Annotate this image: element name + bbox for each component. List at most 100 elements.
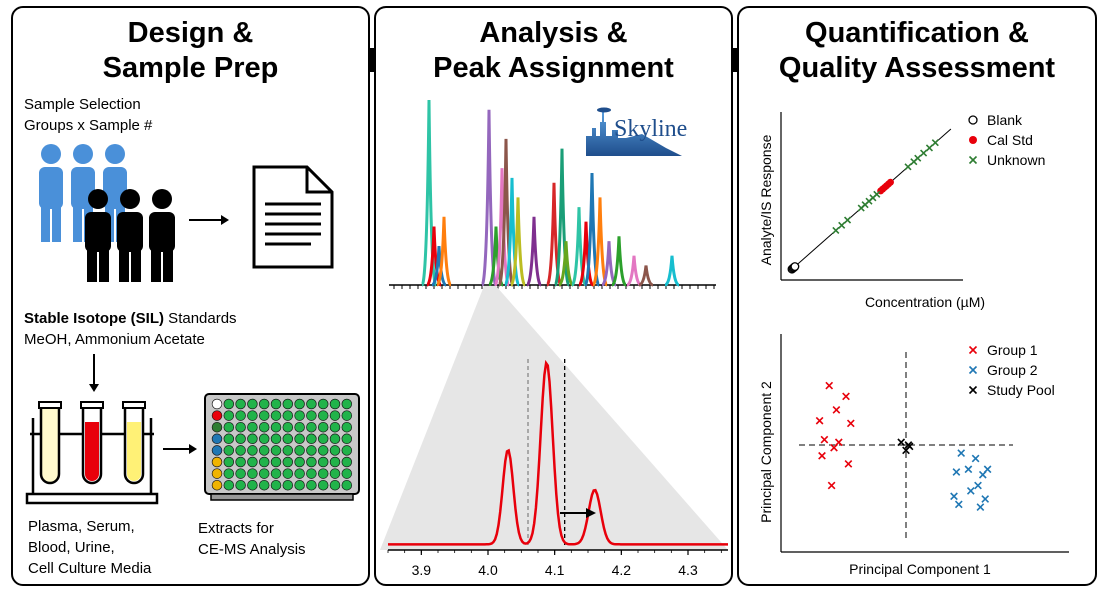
calibration-chart: Analyte/IS Response Concentration (µM) B… — [758, 112, 1045, 310]
extracts-text: Extracts for CE-MS Analysis — [198, 518, 306, 560]
plate-well — [306, 479, 317, 491]
analysis-title-line1: Analysis & — [479, 17, 628, 49]
pca-legend-label: Study Pool — [987, 382, 1055, 398]
electropherogram-peak — [578, 221, 594, 287]
plate-well — [270, 410, 282, 421]
zoom-x-tick-label: 4.0 — [478, 562, 498, 578]
group2-point — [978, 470, 987, 479]
plate-well — [306, 398, 317, 410]
design-title-line2: Sample Prep — [102, 52, 279, 84]
plate-well — [258, 445, 270, 456]
electropherogram-plot — [389, 99, 716, 289]
plate-well — [247, 421, 258, 433]
quant-panel: Quantification & Quality Assessment Anal… — [737, 6, 1097, 586]
plate-well — [341, 456, 353, 468]
plate-well — [282, 398, 294, 410]
plate-well — [247, 410, 258, 421]
plate-well — [341, 398, 353, 410]
plate-well — [247, 479, 258, 491]
group1-point — [827, 481, 836, 490]
group1-point — [844, 460, 853, 468]
plate-well — [329, 468, 341, 479]
plate-well — [211, 456, 223, 468]
electropherogram-peak — [420, 99, 438, 287]
cal-x-label: Concentration (µM) — [865, 294, 985, 310]
plate-well — [223, 421, 235, 433]
legend-unknown-marker — [968, 155, 978, 165]
pca-legend-marker — [968, 345, 978, 355]
unknown-point — [843, 216, 852, 224]
sil-bold-label: Stable Isotope (SIL) — [24, 310, 165, 327]
plate-well — [294, 479, 305, 491]
plate-well — [329, 456, 341, 468]
plate-well — [329, 421, 341, 433]
plate-well — [270, 456, 282, 468]
electropherogram-peak — [509, 197, 527, 287]
arrow-down-icon — [89, 354, 99, 392]
plate-well — [211, 421, 223, 433]
electropherogram-peak — [611, 236, 627, 287]
plate-well — [341, 410, 353, 421]
plate-well — [223, 445, 235, 456]
sample-selection-line1: Sample Selection — [24, 96, 141, 113]
plate-well — [294, 433, 305, 445]
plate-well — [294, 398, 305, 410]
peak-trace-line — [388, 359, 728, 546]
matrix-line2: Blood, Urine, — [28, 539, 115, 556]
group2-point — [971, 454, 980, 463]
plate-well — [294, 421, 305, 433]
group1-point — [815, 416, 824, 425]
extracts-line1: Extracts for — [198, 520, 274, 537]
shift-arrow-icon — [560, 508, 596, 518]
plate-well — [235, 421, 246, 433]
blank-point — [790, 262, 800, 272]
group2-point — [954, 500, 963, 509]
pca-x-label: Principal Component 1 — [849, 561, 991, 577]
group1-point — [830, 443, 838, 452]
people-group-icon — [39, 144, 175, 282]
plate-well — [235, 445, 246, 456]
electropherogram-peak — [638, 265, 654, 287]
plate-well — [235, 456, 246, 468]
plate-well — [270, 479, 282, 491]
plate-well — [223, 433, 235, 445]
plate-well — [282, 445, 294, 456]
unknown-point — [904, 163, 912, 171]
group2-point — [957, 449, 966, 457]
pca-y-label: Principal Component 2 — [758, 381, 774, 523]
plate-well — [211, 468, 223, 479]
plate-well — [341, 479, 353, 491]
sil-standards-label: Standards — [164, 310, 237, 327]
quant-title: Quantification & Quality Assessment — [739, 16, 1095, 86]
plate-well — [341, 433, 353, 445]
zoom-x-tick-label: 4.3 — [678, 562, 698, 578]
matrix-text: Plasma, Serum, Blood, Urine, Cell Cultur… — [28, 516, 151, 579]
plate-well — [223, 468, 235, 479]
plate-well — [235, 410, 246, 421]
quant-title-line2: Quality Assessment — [778, 52, 1056, 84]
plate-well — [282, 456, 294, 468]
document-icon — [252, 165, 334, 269]
plate-well — [294, 468, 305, 479]
plate-well — [282, 433, 294, 445]
group2-point — [964, 465, 973, 474]
plate-well — [258, 468, 270, 479]
arrow-to-plate-icon — [163, 444, 197, 454]
arrow-to-document-icon — [189, 215, 229, 225]
plate-well — [294, 456, 305, 468]
plate-well — [329, 433, 341, 445]
plate-well — [306, 468, 317, 479]
plate-well — [211, 445, 223, 456]
plate-well — [247, 445, 258, 456]
plate-well — [329, 445, 341, 456]
unknown-point — [925, 144, 934, 152]
plate-well — [317, 421, 329, 433]
plate-well — [235, 479, 246, 491]
plate-well — [294, 445, 305, 456]
plate-well — [270, 445, 282, 456]
plate-well — [317, 398, 329, 410]
pca-legend-label: Group 2 — [987, 362, 1038, 378]
group1-point — [825, 381, 834, 390]
electropherogram-peak — [435, 216, 453, 287]
plate-well — [282, 421, 294, 433]
